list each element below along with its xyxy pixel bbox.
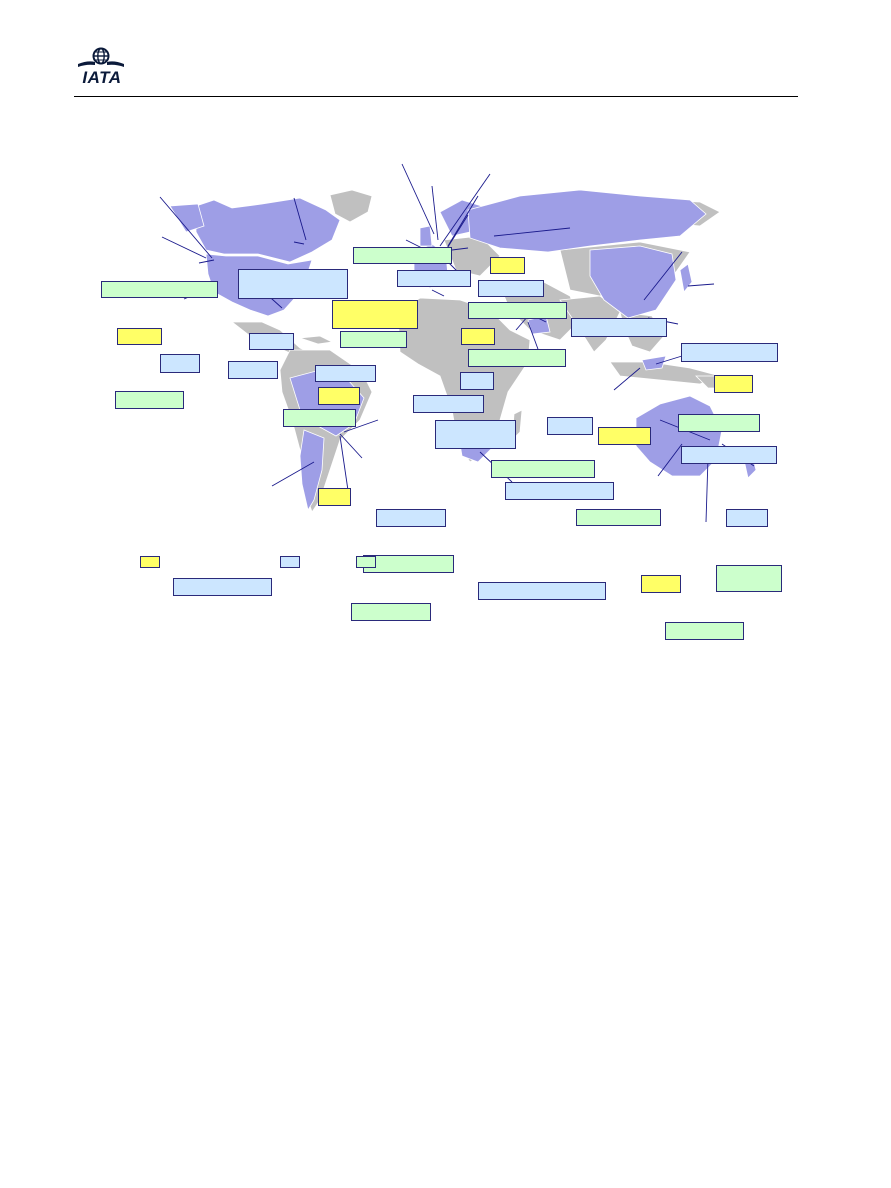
map-label-box	[478, 582, 606, 600]
map-label-box	[340, 331, 407, 348]
leader-line	[439, 173, 491, 247]
world-map	[0, 100, 891, 640]
map-label-box	[598, 427, 651, 445]
leader-line	[657, 443, 683, 477]
land-greenland	[329, 189, 373, 223]
map-label-box	[490, 257, 525, 274]
legend-swatch-green	[356, 556, 376, 568]
map-label-box	[461, 328, 495, 345]
leader-line	[447, 195, 479, 247]
legend-swatch-yellow	[140, 556, 160, 568]
leader-line	[643, 251, 683, 301]
map-label-box	[681, 343, 778, 362]
leader-line	[343, 419, 379, 433]
leader-line	[613, 367, 641, 391]
map-label-box	[173, 578, 272, 596]
map-label-box	[641, 575, 681, 593]
region-russia	[467, 189, 707, 253]
map-label-box	[678, 414, 760, 432]
map-label-box	[571, 318, 667, 337]
map-label-box	[249, 333, 294, 350]
leader-line	[198, 259, 215, 264]
leader-line	[161, 236, 207, 259]
map-label-box	[283, 409, 356, 427]
page-header: IATA	[0, 0, 891, 100]
map-label-box	[681, 446, 777, 464]
leader-line	[431, 185, 439, 241]
map-label-box	[714, 375, 753, 393]
map-label-box	[101, 281, 218, 298]
leader-line	[451, 247, 469, 251]
region-canada	[195, 197, 341, 263]
map-label-box	[478, 280, 544, 297]
leader-line	[339, 433, 363, 459]
map-label-box	[315, 365, 376, 382]
map-label-box	[413, 395, 484, 413]
land-caribbean	[299, 335, 334, 345]
map-label-box	[665, 622, 744, 640]
map-label-box	[376, 509, 446, 527]
region-china	[589, 245, 677, 319]
map-label-box	[351, 603, 431, 621]
leader-line	[705, 457, 709, 523]
leader-line	[493, 227, 571, 237]
leader-line	[293, 197, 307, 241]
leader-line	[445, 214, 469, 251]
map-label-box	[115, 391, 184, 409]
map-label-box	[397, 270, 471, 287]
map-label-box	[332, 300, 418, 329]
logo-text: IATA	[82, 68, 122, 87]
map-label-box	[491, 460, 595, 478]
leader-line	[271, 461, 315, 487]
region-uk	[419, 225, 433, 247]
map-label-box	[353, 247, 452, 264]
header-rule	[74, 96, 798, 97]
map-label-box	[716, 565, 782, 592]
region-japan	[679, 263, 693, 293]
map-label-box	[460, 372, 494, 390]
map-label-box	[468, 349, 566, 367]
leader-line	[159, 196, 213, 259]
map-label-box	[363, 555, 454, 573]
map-label-box	[435, 420, 516, 449]
leader-line	[655, 355, 683, 365]
leader-line	[401, 163, 435, 235]
map-label-box	[726, 509, 768, 527]
region-malaysia-singapore	[641, 355, 667, 371]
leader-line	[293, 241, 305, 245]
map-label-box	[160, 354, 200, 373]
globe-wings-icon	[78, 47, 124, 67]
leader-line	[687, 283, 715, 287]
map-label-box	[228, 361, 278, 379]
map-label-box	[576, 509, 661, 526]
map-label-box	[468, 302, 567, 319]
map-label-box	[238, 269, 348, 299]
map-label-box	[318, 488, 351, 506]
map-label-box	[547, 417, 593, 435]
legend-swatch-blue	[280, 556, 300, 568]
map-label-box	[117, 328, 162, 345]
region-alaska	[169, 203, 205, 233]
map-label-box	[318, 387, 360, 405]
region-argentina	[299, 429, 325, 512]
map-label-box	[505, 482, 614, 500]
leader-line	[431, 289, 445, 297]
